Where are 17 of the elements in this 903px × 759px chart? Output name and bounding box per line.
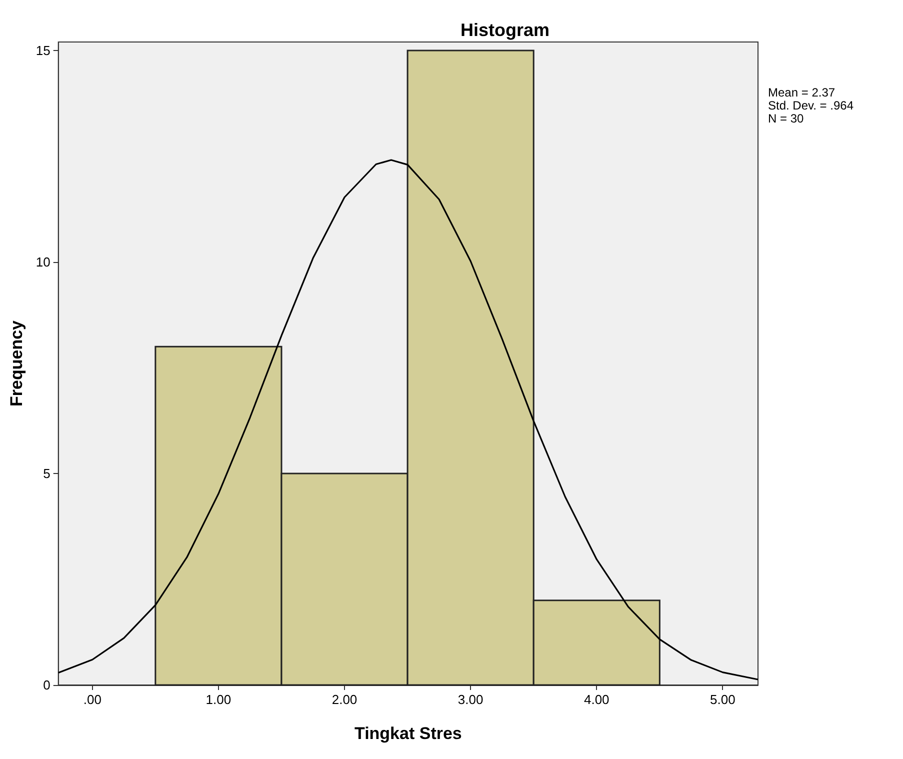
y-tick-label: 15 — [36, 42, 50, 58]
text: Std. Dev. = .964 — [768, 98, 854, 112]
x-tick-label: 5.00 — [710, 692, 736, 707]
x-tick-label: .00 — [83, 692, 102, 707]
text: Mean = 2.37 — [768, 86, 836, 100]
y-tick-label: 10 — [36, 254, 50, 270]
y-tick-label: 0 — [43, 678, 50, 692]
x-axis-title: Tingkat Stres — [354, 724, 462, 743]
x-tick-label: 3.00 — [458, 692, 484, 707]
y-axis-title: Frequency — [7, 320, 26, 406]
x-tick-label: 1.00 — [206, 692, 232, 707]
x-tick-label: 2.00 — [332, 692, 358, 707]
chart-title: Histogram — [460, 20, 550, 40]
line-series — [58, 159, 759, 680]
y-tick-label: 5 — [43, 466, 50, 481]
x-tick-label: 4.00 — [584, 692, 610, 707]
text: N = 30 — [768, 112, 804, 126]
